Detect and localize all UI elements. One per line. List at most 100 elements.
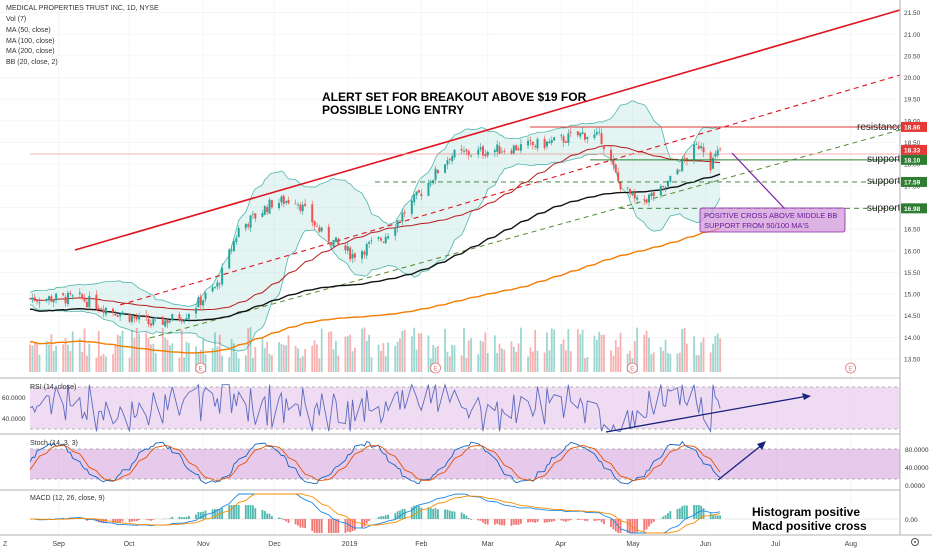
macd-hist-bar (337, 519, 340, 533)
macd-hist-bar (714, 515, 717, 519)
macd-hist-bar (648, 519, 650, 527)
macd-hist-bar (119, 519, 122, 523)
candle-body (598, 131, 601, 133)
volume-bar (581, 329, 584, 372)
candle-body (560, 135, 563, 137)
macd-hist-bar (548, 519, 551, 523)
candle-body (29, 298, 31, 299)
candle-body (365, 243, 368, 256)
macd-hist-bar (626, 519, 629, 533)
candle-body (631, 192, 634, 196)
macd-hist-bar (365, 519, 368, 524)
volume-bar (510, 341, 513, 372)
macd-hist-bar (510, 519, 513, 526)
candle-body (444, 164, 447, 173)
volume-bar (320, 328, 323, 372)
volume-bar (268, 353, 271, 372)
candle-body (102, 309, 105, 313)
macd-hist-bar (527, 519, 529, 523)
price-tick-label: 13.50 (904, 357, 921, 364)
volume-bar (133, 337, 136, 372)
candle-body (69, 293, 72, 295)
volume-bar (78, 338, 81, 372)
candle-body (569, 132, 572, 133)
macd-hist-bar (214, 509, 216, 519)
timezone-icon[interactable]: Z (3, 541, 8, 548)
macd-hist-bar (550, 519, 553, 522)
macd-hist-bar (244, 505, 247, 519)
macd-hist-bar (719, 515, 722, 519)
time-axis: Sep Oct Nov Dec 2019 Feb Mar Apr May Jun Jul Aug (52, 541, 857, 548)
candle-body (45, 299, 48, 301)
candle-body (261, 213, 264, 217)
candle-body (676, 169, 679, 175)
earnings-icon[interactable]: E (845, 362, 856, 374)
volume-bar (88, 343, 91, 372)
alert-text-line2: POSSIBLE LONG ENTRY (322, 103, 464, 117)
candle-body (702, 147, 705, 153)
macd-hist-bar (418, 505, 420, 519)
macd-hist-bar (569, 519, 572, 521)
volume-bar (104, 356, 107, 372)
macd-hist-bar (629, 519, 631, 533)
volume-bar (327, 332, 330, 372)
volume-bar (643, 334, 646, 372)
macd-hist-bar (271, 516, 273, 519)
candle-body (510, 150, 513, 154)
time-tick-label: Oct (124, 541, 135, 548)
volume-bar (531, 351, 534, 372)
volume-bar (484, 332, 487, 372)
indicator-bb: BB (20, close, 2) (6, 59, 58, 66)
earnings-icon[interactable]: E (430, 362, 441, 374)
candle-body (681, 158, 684, 172)
candle-body (583, 133, 586, 140)
price-tags: 18.86 18.33 18.10 17.59 16.98 (901, 121, 927, 214)
candle-body (436, 169, 439, 174)
volume-bar (650, 354, 653, 372)
volume-bar (280, 343, 283, 372)
time-tick-label: 2019 (342, 541, 358, 548)
volume-bar (619, 332, 622, 372)
macd-hist-bar (586, 519, 589, 522)
earnings-icon[interactable]: E (626, 362, 638, 374)
candle-body (536, 138, 539, 149)
candle-body (500, 151, 503, 153)
volume-bar (318, 358, 321, 372)
candle-body (199, 296, 202, 306)
candle-body (266, 207, 269, 213)
earnings-icon[interactable]: E (195, 362, 207, 374)
candle-body (659, 186, 662, 196)
ma100-line (29, 173, 721, 322)
macd-hist-bar (287, 519, 290, 523)
volume-bar (380, 350, 382, 372)
price-tick-label: 15.00 (904, 292, 921, 299)
candle-body (636, 197, 639, 200)
candle-body (429, 183, 432, 185)
volume-bar (164, 337, 167, 372)
macd-hist-bar (636, 519, 639, 533)
volume-bar (669, 353, 672, 372)
candle-body (187, 314, 190, 319)
lower-channel-line (149, 129, 901, 339)
macd-hist-bar (399, 510, 401, 519)
candle-body (313, 221, 316, 226)
volume-bar (266, 341, 269, 372)
volume-bar (221, 355, 223, 372)
support-label-2: support (867, 176, 901, 187)
candle-body (697, 145, 700, 149)
volume-bar (517, 343, 520, 372)
macd-hist-bar (681, 506, 684, 519)
volume-bar (365, 340, 368, 372)
macd-hist-bar (579, 519, 582, 520)
macd-hist-bar (318, 519, 321, 533)
macd-hist-bar (662, 516, 665, 519)
macd-hist-bar (211, 509, 214, 519)
candle-body (121, 312, 124, 315)
volume-bar (579, 334, 582, 372)
settings-gear-icon[interactable] (911, 538, 919, 546)
volume-bar (553, 329, 556, 372)
macd-hist-bar (669, 511, 672, 519)
volume-bar (171, 343, 174, 372)
